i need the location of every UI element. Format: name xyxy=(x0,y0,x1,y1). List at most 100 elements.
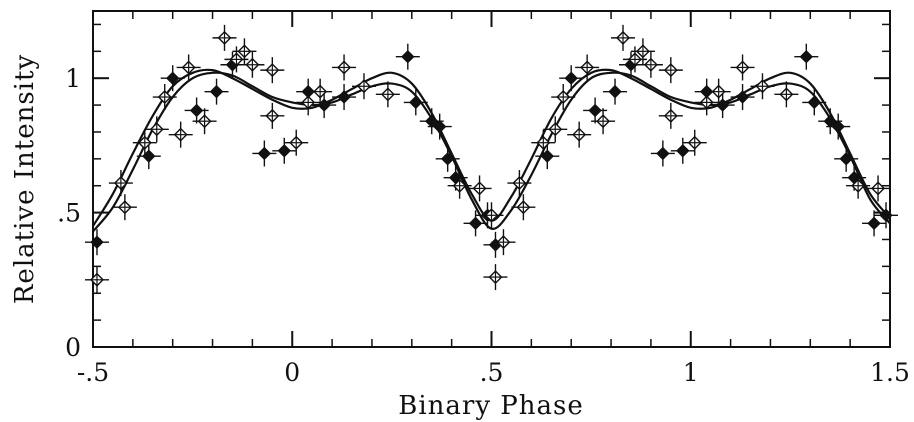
open-point xyxy=(730,54,755,81)
open-point xyxy=(144,116,169,143)
open-point xyxy=(351,73,376,100)
filled-point xyxy=(730,84,755,111)
filled-point xyxy=(403,89,428,116)
filled-point xyxy=(312,92,337,119)
open-point xyxy=(232,38,257,65)
filled-point xyxy=(535,143,560,170)
x-tick-label: 1.5 xyxy=(870,358,910,387)
filled-point xyxy=(136,143,161,170)
filled-point xyxy=(794,43,819,70)
open-point xyxy=(511,194,536,221)
open-point xyxy=(467,175,492,202)
diamond-marker-filled xyxy=(337,90,351,104)
open-point xyxy=(846,172,871,199)
open-point xyxy=(706,78,731,105)
filled-point xyxy=(834,145,859,172)
diamond-marker-filled xyxy=(867,216,881,231)
open-point xyxy=(308,78,333,105)
diamond-marker-filled xyxy=(564,71,578,85)
filled-point xyxy=(332,84,357,111)
open-point xyxy=(260,102,285,129)
diamond-marker-filled xyxy=(189,103,204,118)
open-point xyxy=(531,129,556,156)
open-point xyxy=(551,84,576,111)
diamond-marker-filled xyxy=(409,95,423,110)
filled-point xyxy=(603,78,628,105)
diamond-marker-filled xyxy=(432,119,447,134)
filled-point xyxy=(184,97,209,124)
open-point xyxy=(260,57,285,84)
open-point xyxy=(84,266,109,293)
diamond-marker-filled xyxy=(165,71,180,85)
open-point xyxy=(682,129,707,156)
open-point xyxy=(774,81,799,108)
open-point xyxy=(108,170,133,197)
open-point xyxy=(176,54,201,81)
diamond-marker-filled xyxy=(468,216,483,231)
open-point xyxy=(296,89,321,116)
filled-point xyxy=(84,229,109,256)
filled-point xyxy=(802,89,827,116)
minor-ticks xyxy=(92,11,891,347)
y-tick-label: 0 xyxy=(65,333,81,362)
y-axis-label: Relative Intensity xyxy=(10,54,40,304)
diamond-marker-filled xyxy=(257,146,272,161)
open-point xyxy=(567,121,592,148)
x-axis-label: Binary Phase xyxy=(398,391,584,421)
open-point xyxy=(112,194,137,221)
diamond-marker-filled xyxy=(401,49,415,64)
plot-frame xyxy=(92,10,891,348)
filled-point xyxy=(583,97,608,124)
open-point xyxy=(638,51,663,78)
x-tick-label: 1 xyxy=(683,358,699,387)
open-point xyxy=(750,73,775,100)
open-point xyxy=(152,84,177,111)
open-point xyxy=(694,89,719,116)
open-point xyxy=(591,108,616,135)
x-tick-label: -.5 xyxy=(77,358,109,387)
open-point xyxy=(479,202,504,229)
filled-point xyxy=(670,137,695,164)
open-point xyxy=(543,116,568,143)
filled-point xyxy=(252,140,277,167)
diamond-marker-filled xyxy=(676,144,690,158)
open-point xyxy=(447,172,472,199)
open-point xyxy=(866,175,891,202)
open-point xyxy=(192,108,217,135)
y-tick-label: 1 xyxy=(65,64,81,93)
open-point xyxy=(575,54,600,81)
x-tick-label: 0 xyxy=(284,358,300,387)
open-point xyxy=(375,81,400,108)
diamond-marker-filled xyxy=(277,144,291,158)
diamond-marker-filled xyxy=(735,90,750,104)
filled-point xyxy=(427,113,452,140)
filled-point xyxy=(826,113,851,140)
open-point xyxy=(658,57,683,84)
open-point xyxy=(611,24,636,51)
diamond-marker-filled xyxy=(656,146,670,161)
x-tick-label: .5 xyxy=(480,358,504,387)
filled-point xyxy=(204,78,229,105)
diamond-marker-filled xyxy=(608,84,622,99)
diamond-marker-filled xyxy=(807,95,821,110)
open-point xyxy=(630,38,655,65)
open-point xyxy=(212,24,237,51)
open-point xyxy=(507,170,532,197)
diamond-marker-filled xyxy=(839,152,853,166)
diamond-marker-filled xyxy=(209,84,224,99)
filled-point xyxy=(160,65,185,92)
major-ticks xyxy=(92,11,891,348)
model-curve-1 xyxy=(92,71,891,233)
open-point xyxy=(284,129,309,156)
open-point xyxy=(132,129,157,156)
filled-point xyxy=(395,43,420,70)
diamond-marker-filled xyxy=(90,235,104,249)
open-point xyxy=(658,102,683,129)
diamond-marker-filled xyxy=(879,208,893,222)
filled-point xyxy=(435,145,460,172)
open-point xyxy=(332,54,357,81)
diamond-marker-filled xyxy=(799,49,814,64)
open-point xyxy=(168,121,193,148)
tick-labels: -.5 0.5 1 1.50.51 xyxy=(57,64,910,387)
